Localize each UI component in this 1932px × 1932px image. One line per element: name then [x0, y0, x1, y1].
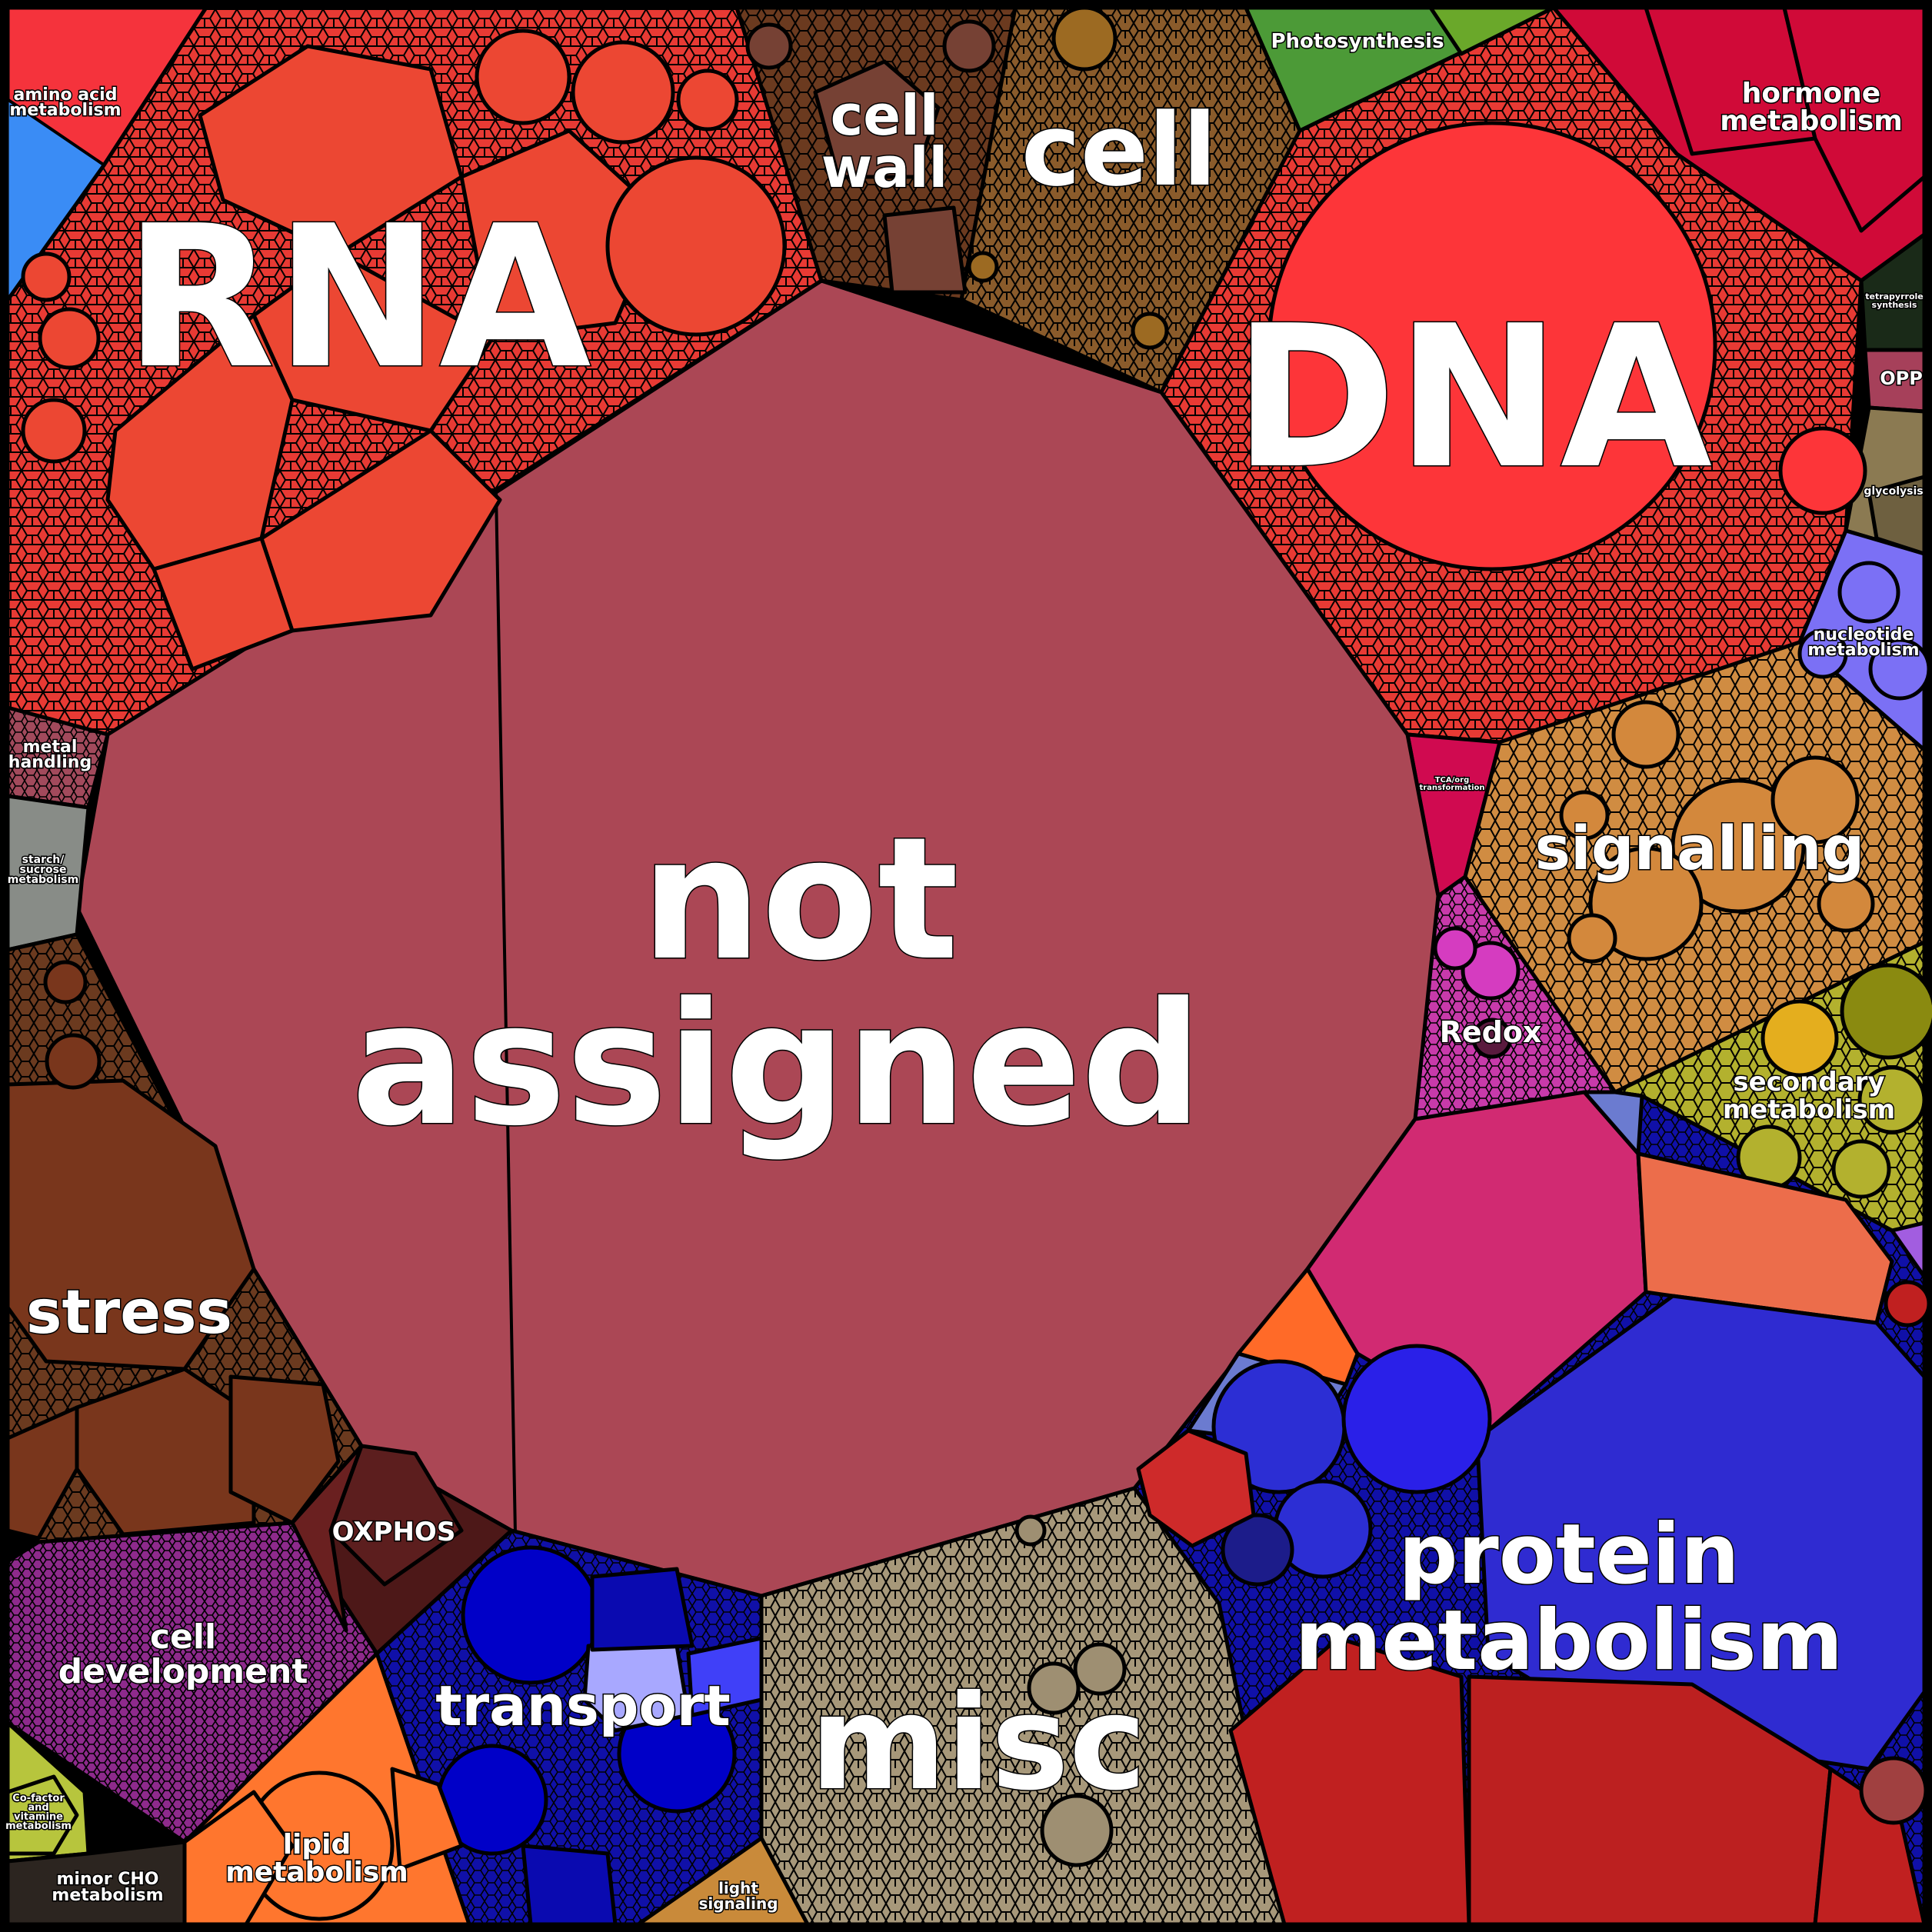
label-glycolysis: glycolysis	[1864, 485, 1923, 498]
label-redox: Redox	[1440, 1015, 1542, 1049]
label-misc: misc	[810, 1667, 1146, 1820]
label-hormone-metabolism: hormone metabolism	[1720, 78, 1903, 137]
not-assigned-split	[495, 491, 517, 1535]
label-tca: TCA/org transformation	[1419, 776, 1484, 792]
subcells	[5, 5, 1932, 1927]
region-light-signaling[interactable]	[636, 1836, 810, 1927]
label-nucleotide-metabolism: nucleotide metabolism	[1807, 625, 1919, 660]
label-starch-sucrose: starch/sucrose metabolism	[8, 854, 78, 886]
label-cell-development: cell development	[58, 1617, 308, 1691]
label-not-assigned: not assigned	[351, 801, 1203, 1163]
label-amino-acid-metabolism: amino acid metabolism	[9, 85, 121, 120]
label-dna: DNA	[1234, 284, 1712, 512]
label-transport: transport	[435, 1674, 731, 1738]
label-signalling: signalling	[1535, 814, 1865, 884]
label-opp: OPP	[1880, 368, 1923, 389]
label-minor-cho: minor CHO metabolism	[52, 1870, 163, 1905]
label-lipid-metabolism: lipid metabolism	[225, 1829, 408, 1888]
label-metal-handling: metal handling	[8, 738, 92, 772]
label-co-factor: Co-factor and vitamine metabolism	[5, 1793, 72, 1832]
label-oxphos: OXPHOS	[332, 1517, 456, 1547]
label-light-signaling: light signaling	[698, 1879, 778, 1913]
label-secondary-metabolism: secondary metabolism	[1723, 1067, 1895, 1125]
label-protein-metabolism: protein metabolism	[1295, 1507, 1844, 1689]
label-cell-wall: cell wall	[821, 83, 948, 200]
label-stress: stress	[26, 1278, 232, 1347]
label-photosynthesis: Photosynthesis	[1271, 30, 1444, 53]
label-rna: RNA	[124, 184, 591, 412]
label-tetrapyrrole: tetrapyrrole synthesis	[1865, 291, 1924, 310]
label-cell: cell	[1021, 92, 1217, 208]
